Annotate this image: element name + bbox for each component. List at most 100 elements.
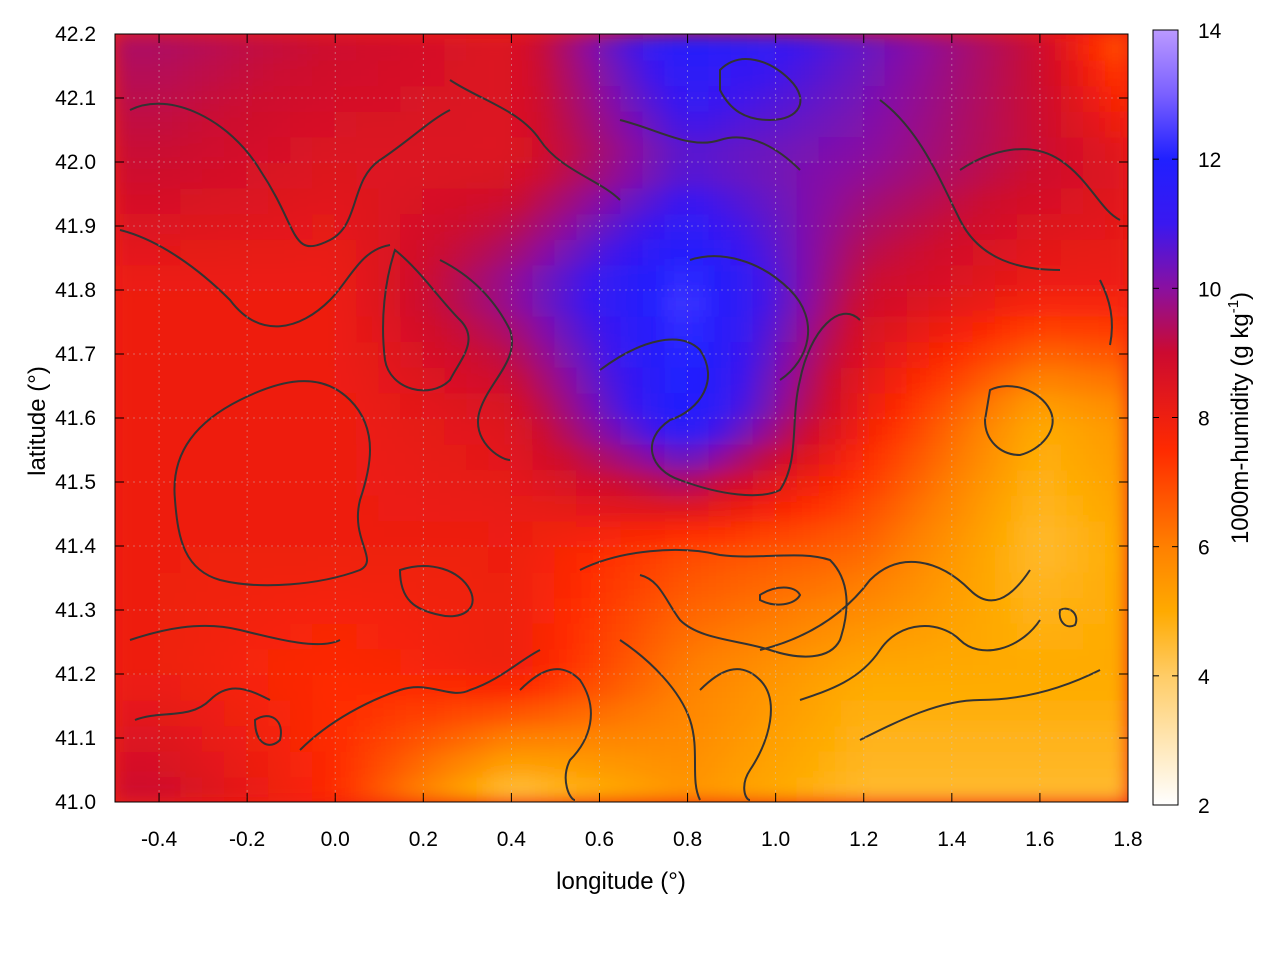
heatmap-cell	[708, 724, 733, 752]
heatmap-cell	[884, 442, 909, 471]
heatmap-cell	[488, 391, 513, 419]
heatmap-cell	[488, 263, 513, 291]
heatmap-cell	[466, 161, 491, 189]
heatmap-cell	[840, 34, 865, 61]
heatmap-cell	[664, 519, 689, 547]
heatmap-cell	[950, 58, 975, 87]
contour-line	[719, 58, 802, 122]
heatmap-cell	[202, 109, 227, 138]
heatmap-cell	[290, 545, 315, 573]
heatmap-cell	[686, 161, 711, 189]
heatmap-cell	[1104, 186, 1128, 215]
heatmap-cell	[532, 186, 557, 215]
heatmap-cell	[576, 237, 601, 266]
heatmap-cell	[246, 673, 271, 701]
heatmap-cell	[1082, 34, 1107, 61]
heatmap-cell	[1082, 58, 1107, 87]
heatmap-cell	[400, 186, 425, 215]
heatmap-cell	[246, 263, 271, 291]
heatmap-cell	[356, 263, 381, 291]
heatmap-cell	[444, 417, 469, 445]
heatmap-cell	[598, 314, 623, 343]
heatmap-cell	[708, 673, 733, 701]
heatmap-cell	[972, 109, 997, 138]
heatmap-cell	[1038, 109, 1063, 138]
heatmap-cell	[268, 161, 293, 189]
heatmap-cell	[466, 365, 491, 394]
heatmap-cell	[1016, 289, 1041, 317]
heatmap-cell	[664, 673, 689, 701]
heatmap-cell	[840, 391, 865, 419]
heatmap-cell	[115, 417, 139, 445]
heatmap-cell	[202, 237, 227, 266]
heatmap-cell	[906, 596, 931, 624]
heatmap-cell	[1104, 673, 1128, 701]
heatmap-cell	[202, 442, 227, 471]
heatmap-cell	[268, 391, 293, 419]
heatmap-cell	[444, 621, 469, 650]
heatmap-cell	[115, 775, 139, 802]
heatmap-cell	[972, 673, 997, 701]
heatmap-cell	[906, 314, 931, 343]
heatmap-cell	[686, 186, 711, 215]
heatmap-cell	[290, 186, 315, 215]
heatmap-cell	[1104, 109, 1128, 138]
heatmap-cell	[972, 135, 997, 163]
heatmap-cell	[1038, 161, 1063, 189]
heatmap-cell	[1104, 698, 1128, 727]
heatmap-cell	[268, 314, 293, 343]
heatmap-cell	[510, 698, 535, 727]
heatmap-cell	[576, 519, 601, 547]
heatmap-cell	[950, 417, 975, 445]
heatmap-cell	[994, 647, 1019, 675]
heatmap-cell	[1104, 519, 1128, 547]
heatmap-cell	[950, 391, 975, 419]
heatmap-cell	[840, 340, 865, 368]
heatmap-cell	[312, 442, 337, 471]
colorbar-tick-label: 12	[1198, 149, 1221, 172]
heatmap-cell	[818, 570, 843, 599]
x-tick-label: 0.2	[409, 828, 438, 851]
heatmap-cell	[598, 237, 623, 266]
heatmap-cell	[444, 58, 469, 87]
heatmap-cell	[774, 749, 799, 778]
heatmap-cell	[136, 442, 161, 471]
heatmap-cell	[664, 263, 689, 291]
heatmap-cell	[928, 519, 953, 547]
heatmap-cell	[686, 417, 711, 445]
heatmap-cell	[1082, 519, 1107, 547]
heatmap-cell	[334, 673, 359, 701]
heatmap-cell	[290, 391, 315, 419]
heatmap-cell	[818, 161, 843, 189]
heatmap-cell	[554, 493, 579, 522]
heatmap-cell	[334, 109, 359, 138]
heatmap-cell	[972, 84, 997, 112]
heatmap-cell	[884, 673, 909, 701]
heatmap-cell	[1060, 365, 1085, 394]
heatmap-cell	[906, 570, 931, 599]
y-tick-label: 41.0	[55, 791, 96, 814]
heatmap-cell	[158, 263, 183, 291]
heatmap-cell	[180, 775, 205, 802]
colorbar-ticks: 2 4 6 8 10 12 14	[1153, 20, 1222, 818]
y-axis: 41.0 41.1 41.2 41.3 41.4 41.5 41.6 41.7 41.8 41.9…	[55, 23, 1128, 814]
heatmap-cell	[686, 289, 711, 317]
heatmap-cell	[642, 749, 667, 778]
heatmap-cell	[290, 237, 315, 266]
heatmap-cell	[115, 493, 139, 522]
heatmap-cell	[664, 647, 689, 675]
heatmap-cell	[554, 109, 579, 138]
heatmap-cell	[290, 161, 315, 189]
heatmap-cell	[642, 34, 667, 61]
heatmap-cell	[840, 519, 865, 547]
heatmap-cell	[1016, 775, 1041, 802]
heatmap-cell	[444, 493, 469, 522]
heatmap-cell	[774, 314, 799, 343]
x-axis: -0.4 -0.2 0.0 0.2 0.4 0.6 0.8 1.0 1.2 1.4 1.6 1.8	[141, 34, 1143, 851]
heatmap-cell	[928, 109, 953, 138]
colorbar: 2 4 6 8 10 12 14 1000m-humidity (g kg-1)	[1152, 20, 1254, 818]
heatmap-cell	[730, 545, 755, 573]
heatmap-cell	[1104, 84, 1128, 112]
heatmap-cell	[510, 621, 535, 650]
heatmap-cell	[1082, 698, 1107, 727]
